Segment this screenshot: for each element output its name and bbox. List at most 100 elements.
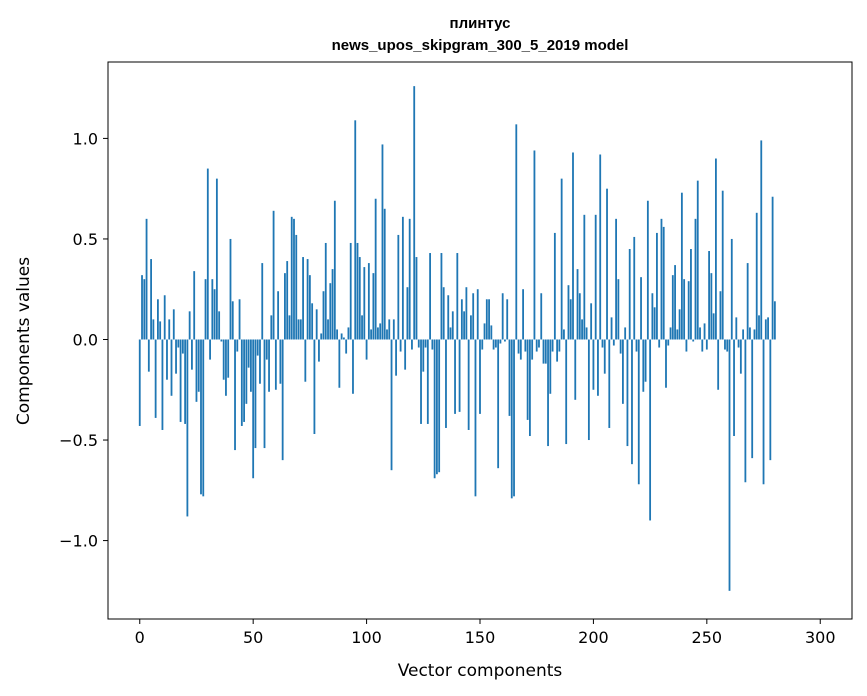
y-tick-label: 0.0	[73, 330, 98, 349]
bar	[204, 279, 207, 340]
bar	[440, 253, 443, 340]
bar	[470, 315, 472, 340]
bar	[429, 253, 431, 340]
bar	[338, 339, 341, 388]
bar	[206, 168, 209, 340]
bar	[399, 339, 402, 352]
bar	[728, 339, 731, 591]
bar	[472, 293, 475, 340]
bar	[426, 339, 429, 424]
bar	[370, 329, 373, 340]
bar	[379, 323, 382, 340]
bar	[721, 190, 724, 340]
bar	[592, 339, 595, 390]
bar	[653, 307, 656, 340]
bar	[694, 218, 697, 340]
bar	[565, 339, 568, 445]
bar	[535, 339, 538, 352]
bar-series	[138, 86, 776, 591]
bar	[587, 339, 590, 441]
bar	[395, 339, 397, 376]
bar	[612, 339, 615, 346]
chart-subtitle: news_upos_skipgram_300_5_2019 model	[332, 37, 629, 54]
bar	[553, 232, 556, 340]
bar	[628, 249, 631, 340]
bar	[433, 339, 436, 479]
bar	[318, 339, 320, 362]
bar	[680, 192, 683, 340]
bar	[762, 339, 765, 485]
bar	[626, 339, 629, 447]
bar	[349, 242, 352, 340]
bar	[767, 317, 769, 340]
bar	[186, 339, 189, 517]
bar	[542, 339, 545, 364]
bar	[333, 200, 336, 340]
bar	[420, 339, 422, 424]
bar	[615, 218, 617, 340]
bar	[263, 339, 266, 449]
bar	[533, 150, 536, 340]
chart-title: плинтус	[450, 15, 511, 32]
bar	[365, 339, 368, 360]
bar	[229, 238, 232, 340]
bar	[390, 339, 393, 471]
bar	[445, 339, 447, 428]
bar	[633, 236, 636, 340]
bar	[563, 329, 565, 340]
bar	[581, 319, 583, 340]
bar	[671, 275, 674, 340]
bar	[476, 289, 479, 340]
bar	[374, 198, 377, 340]
bar	[238, 299, 241, 340]
bar	[284, 273, 286, 340]
x-tick-label: 250	[692, 628, 723, 647]
bar	[724, 339, 726, 350]
bar	[195, 339, 198, 402]
bar	[354, 120, 357, 340]
bar	[705, 339, 708, 350]
bar	[392, 319, 395, 340]
bar	[215, 178, 218, 340]
bar	[769, 339, 772, 461]
bar	[413, 86, 416, 340]
bar	[506, 299, 509, 340]
bar	[252, 339, 255, 479]
bar	[483, 323, 486, 340]
bar	[261, 263, 264, 340]
y-tick-label: −0.5	[59, 431, 98, 450]
bar	[313, 339, 316, 434]
bar	[522, 289, 524, 340]
bar	[608, 339, 611, 428]
bar	[551, 339, 554, 352]
bar	[742, 329, 745, 340]
bar	[213, 289, 216, 340]
bar	[145, 218, 148, 340]
bar	[669, 327, 672, 340]
bar	[560, 178, 563, 340]
bar	[157, 299, 159, 340]
bar	[211, 279, 214, 340]
bar	[529, 339, 531, 437]
x-tick-label: 200	[578, 628, 609, 647]
bar	[168, 319, 171, 340]
bar	[460, 299, 463, 340]
bar	[649, 339, 652, 521]
bar	[329, 283, 332, 340]
bar	[583, 214, 586, 340]
bar	[172, 309, 175, 340]
bar	[143, 279, 146, 340]
bar	[290, 216, 293, 340]
bar	[422, 339, 425, 372]
bar	[538, 339, 540, 348]
bar	[601, 339, 604, 348]
bar	[209, 339, 211, 360]
bar	[773, 301, 776, 340]
bar	[764, 319, 767, 340]
bar	[193, 271, 196, 340]
bar	[159, 321, 162, 340]
bar	[485, 299, 488, 340]
bar	[340, 333, 343, 340]
bar	[188, 311, 191, 340]
bar	[524, 339, 527, 352]
